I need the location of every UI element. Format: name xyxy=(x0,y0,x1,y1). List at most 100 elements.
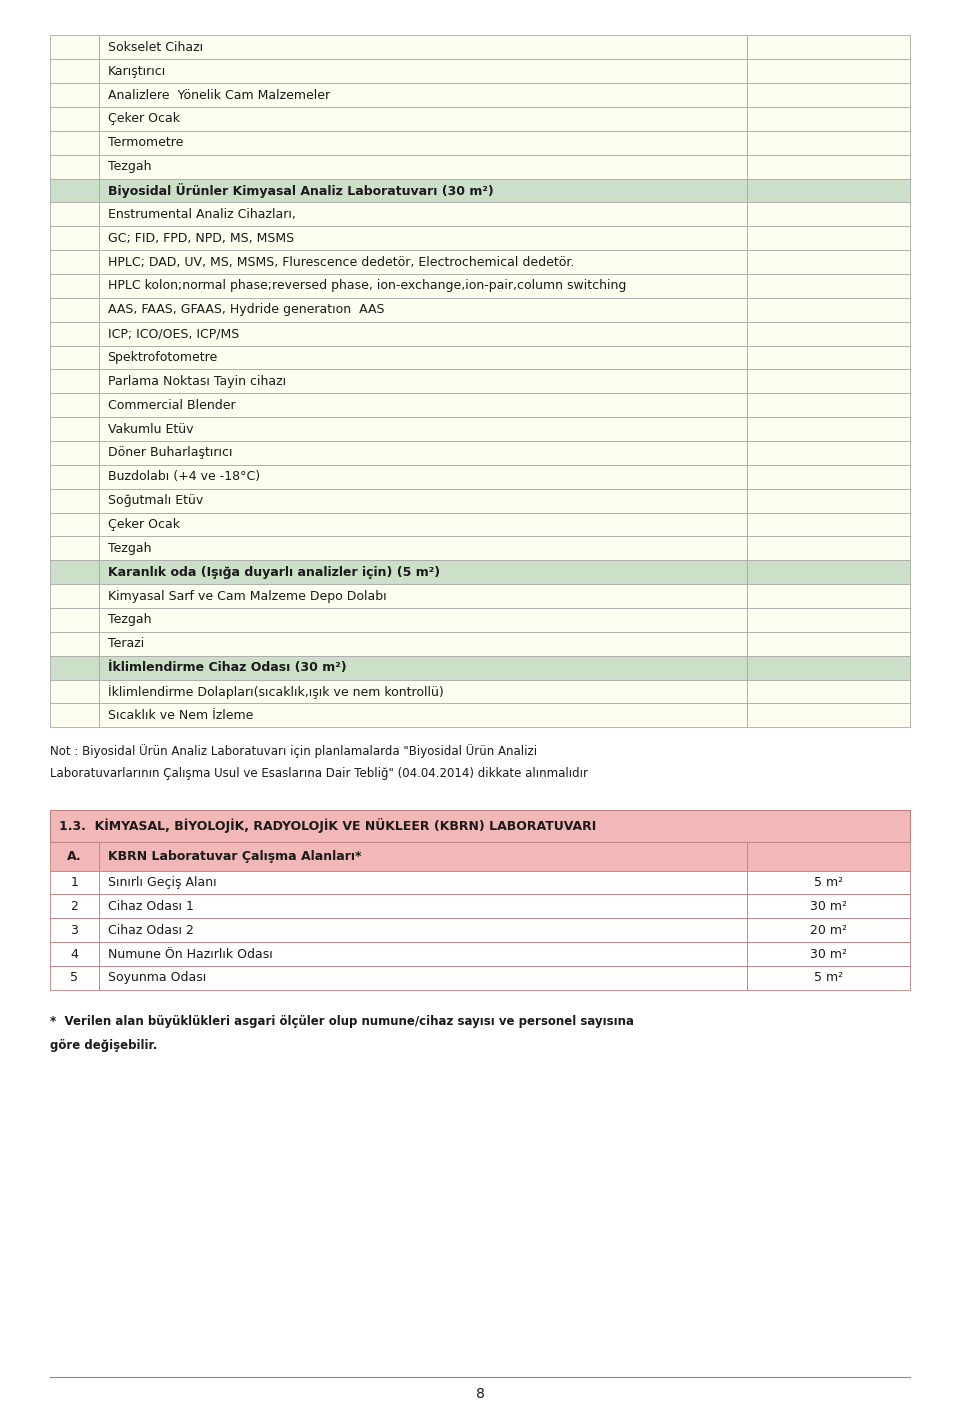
Bar xyxy=(747,488,910,513)
Text: HPLC; DAD, UV, MS, MSMS, Flurescence dedetör, Electrochemical dedetör.: HPLC; DAD, UV, MS, MSMS, Flurescence ded… xyxy=(108,256,574,268)
Bar xyxy=(747,632,910,656)
Bar xyxy=(747,250,910,274)
Bar xyxy=(747,464,910,488)
Bar xyxy=(99,36,747,60)
Bar xyxy=(747,274,910,298)
Text: Terazi: Terazi xyxy=(108,638,144,650)
Bar xyxy=(747,417,910,442)
Bar xyxy=(99,584,747,608)
Bar xyxy=(99,179,747,203)
Text: 5 m²: 5 m² xyxy=(814,971,843,984)
Bar xyxy=(747,393,910,417)
Text: 8: 8 xyxy=(475,1387,485,1402)
Bar xyxy=(99,966,747,990)
Bar xyxy=(50,36,99,60)
Bar xyxy=(747,369,910,393)
Bar xyxy=(99,131,747,155)
Bar xyxy=(99,941,747,966)
Bar xyxy=(747,155,910,179)
Text: 2: 2 xyxy=(70,900,79,913)
Bar xyxy=(747,561,910,584)
Bar xyxy=(747,226,910,250)
Bar xyxy=(99,60,747,84)
Bar xyxy=(99,345,747,369)
Text: Sokselet Cihazı: Sokselet Cihazı xyxy=(108,41,203,54)
Bar xyxy=(747,84,910,106)
Text: 30 m²: 30 m² xyxy=(810,947,847,960)
Bar xyxy=(99,870,747,895)
Text: 5: 5 xyxy=(70,971,79,984)
Bar xyxy=(50,250,99,274)
Bar xyxy=(50,155,99,179)
Bar xyxy=(50,322,99,345)
Text: Tezgah: Tezgah xyxy=(108,613,151,626)
Text: Tezgah: Tezgah xyxy=(108,542,151,555)
Bar xyxy=(99,842,747,870)
Text: AAS, FAAS, GFAAS, Hydride generatıon  AAS: AAS, FAAS, GFAAS, Hydride generatıon AAS xyxy=(108,304,384,317)
Bar xyxy=(50,809,910,842)
Bar xyxy=(747,60,910,84)
Bar xyxy=(99,656,747,680)
Bar xyxy=(99,369,747,393)
Bar xyxy=(99,442,747,464)
Bar xyxy=(50,966,99,990)
Bar xyxy=(99,203,747,226)
Text: İklimlendirme Cihaz Odası (30 m²): İklimlendirme Cihaz Odası (30 m²) xyxy=(108,662,347,674)
Text: 4: 4 xyxy=(70,947,79,960)
Text: HPLC kolon;normal phase;reversed phase, ion-exchange,ion-pair,column switching: HPLC kolon;normal phase;reversed phase, … xyxy=(108,280,626,293)
Text: İklimlendirme Dolapları(sıcaklık,ışık ve nem kontrollü): İklimlendirme Dolapları(sıcaklık,ışık ve… xyxy=(108,684,444,699)
Text: Karıştırıcı: Karıştırıcı xyxy=(108,65,166,78)
Text: Çeker Ocak: Çeker Ocak xyxy=(108,112,180,125)
Bar xyxy=(747,298,910,322)
Bar xyxy=(747,656,910,680)
Bar xyxy=(50,561,99,584)
Bar xyxy=(747,703,910,727)
Bar xyxy=(99,274,747,298)
Bar xyxy=(99,155,747,179)
Bar xyxy=(747,345,910,369)
Bar xyxy=(99,895,747,919)
Bar xyxy=(747,106,910,131)
Text: Biyosidal Ürünler Kimyasal Analiz Laboratuvarı (30 m²): Biyosidal Ürünler Kimyasal Analiz Labora… xyxy=(108,183,493,197)
Bar xyxy=(99,703,747,727)
Bar xyxy=(99,919,747,941)
Bar xyxy=(99,250,747,274)
Text: Sınırlı Geçiş Alanı: Sınırlı Geçiş Alanı xyxy=(108,876,216,889)
Text: KBRN Laboratuvar Çalışma Alanları*: KBRN Laboratuvar Çalışma Alanları* xyxy=(108,849,361,863)
Bar xyxy=(747,941,910,966)
Text: Numune Ön Hazırlık Odası: Numune Ön Hazırlık Odası xyxy=(108,947,273,960)
Bar xyxy=(50,274,99,298)
Bar xyxy=(747,179,910,203)
Bar xyxy=(99,393,747,417)
Bar xyxy=(99,537,747,561)
Text: Parlama Noktası Tayin cihazı: Parlama Noktası Tayin cihazı xyxy=(108,375,286,388)
Bar xyxy=(747,895,910,919)
Bar xyxy=(50,513,99,537)
Bar xyxy=(50,345,99,369)
Text: ICP; ICO/OES, ICP/MS: ICP; ICO/OES, ICP/MS xyxy=(108,327,239,341)
Bar xyxy=(99,488,747,513)
Text: GC; FID, FPD, NPD, MS, MSMS: GC; FID, FPD, NPD, MS, MSMS xyxy=(108,231,294,244)
Bar xyxy=(50,106,99,131)
Text: 3: 3 xyxy=(70,923,79,937)
Bar xyxy=(747,919,910,941)
Bar xyxy=(747,870,910,895)
Bar xyxy=(50,393,99,417)
Text: 1.3.  KİMYASAL, BİYOLOJİK, RADYOLOJİK VE NÜKLEER (KBRN) LABORATUVARI: 1.3. KİMYASAL, BİYOLOJİK, RADYOLOJİK VE … xyxy=(59,818,596,834)
Text: Kimyasal Sarf ve Cam Malzeme Depo Dolabı: Kimyasal Sarf ve Cam Malzeme Depo Dolabı xyxy=(108,589,386,602)
Text: Soğutmalı Etüv: Soğutmalı Etüv xyxy=(108,494,203,507)
Bar xyxy=(99,680,747,703)
Bar xyxy=(50,941,99,966)
Bar xyxy=(50,131,99,155)
Text: Laboratuvarlarının Çalışma Usul ve Esaslarına Dair Tebliğ" (04.04.2014) dikkate : Laboratuvarlarının Çalışma Usul ve Esasl… xyxy=(50,767,588,780)
Text: Çeker Ocak: Çeker Ocak xyxy=(108,518,180,531)
Bar xyxy=(99,106,747,131)
Bar xyxy=(50,203,99,226)
Bar xyxy=(747,131,910,155)
Bar xyxy=(99,513,747,537)
Text: 5 m²: 5 m² xyxy=(814,876,843,889)
Bar xyxy=(50,919,99,941)
Bar xyxy=(99,417,747,442)
Text: göre değişebilir.: göre değişebilir. xyxy=(50,1039,157,1052)
Bar xyxy=(50,417,99,442)
